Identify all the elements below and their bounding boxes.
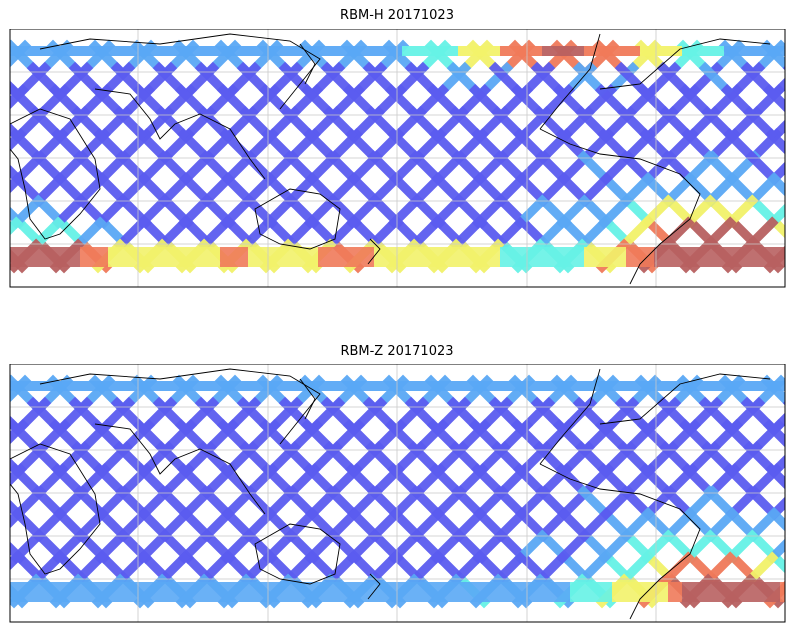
coastlines <box>10 33 771 285</box>
map-frame <box>9 364 786 623</box>
graticule <box>10 29 785 287</box>
panel-title-rbm-h: RBM-H 20171023 <box>340 8 454 23</box>
coastlines <box>10 368 771 620</box>
map-frame <box>9 29 786 288</box>
graticule <box>10 364 785 622</box>
map-panel-rbm-z <box>9 364 786 623</box>
panel-title-rbm-z: RBM-Z 20171023 <box>340 344 454 359</box>
map-panel-rbm-h <box>9 29 786 288</box>
